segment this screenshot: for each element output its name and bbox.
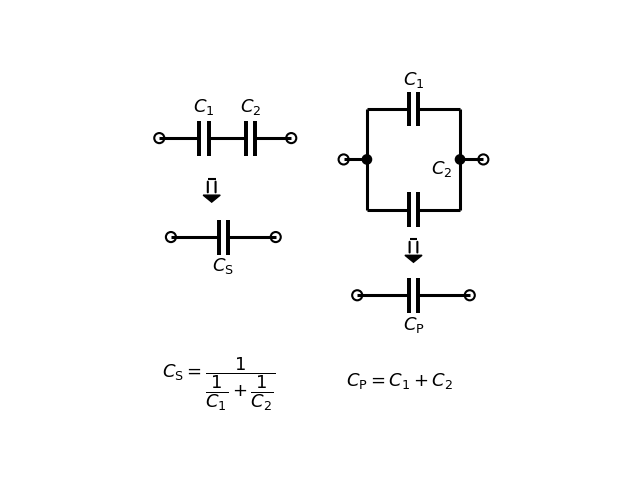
Text: $C_1$: $C_1$ [193, 97, 214, 117]
Text: $C_1$: $C_1$ [402, 70, 424, 90]
Polygon shape [203, 195, 220, 202]
Text: $C_{\mathrm{P}} = C_1 + C_2$: $C_{\mathrm{P}} = C_1 + C_2$ [346, 370, 453, 391]
Text: $C_2$: $C_2$ [240, 97, 261, 117]
Text: $C_2$: $C_2$ [431, 159, 452, 179]
Text: $C_{\mathrm{P}}$: $C_{\mathrm{P}}$ [402, 314, 424, 335]
Text: $C_{\mathrm{S}} = \dfrac{1}{\dfrac{1}{C_1} + \dfrac{1}{C_2}}$: $C_{\mathrm{S}} = \dfrac{1}{\dfrac{1}{C_… [162, 356, 276, 413]
Circle shape [363, 155, 372, 164]
Polygon shape [405, 256, 422, 262]
Circle shape [455, 155, 465, 164]
Text: $C_{\mathrm{S}}$: $C_{\mathrm{S}}$ [213, 257, 234, 277]
